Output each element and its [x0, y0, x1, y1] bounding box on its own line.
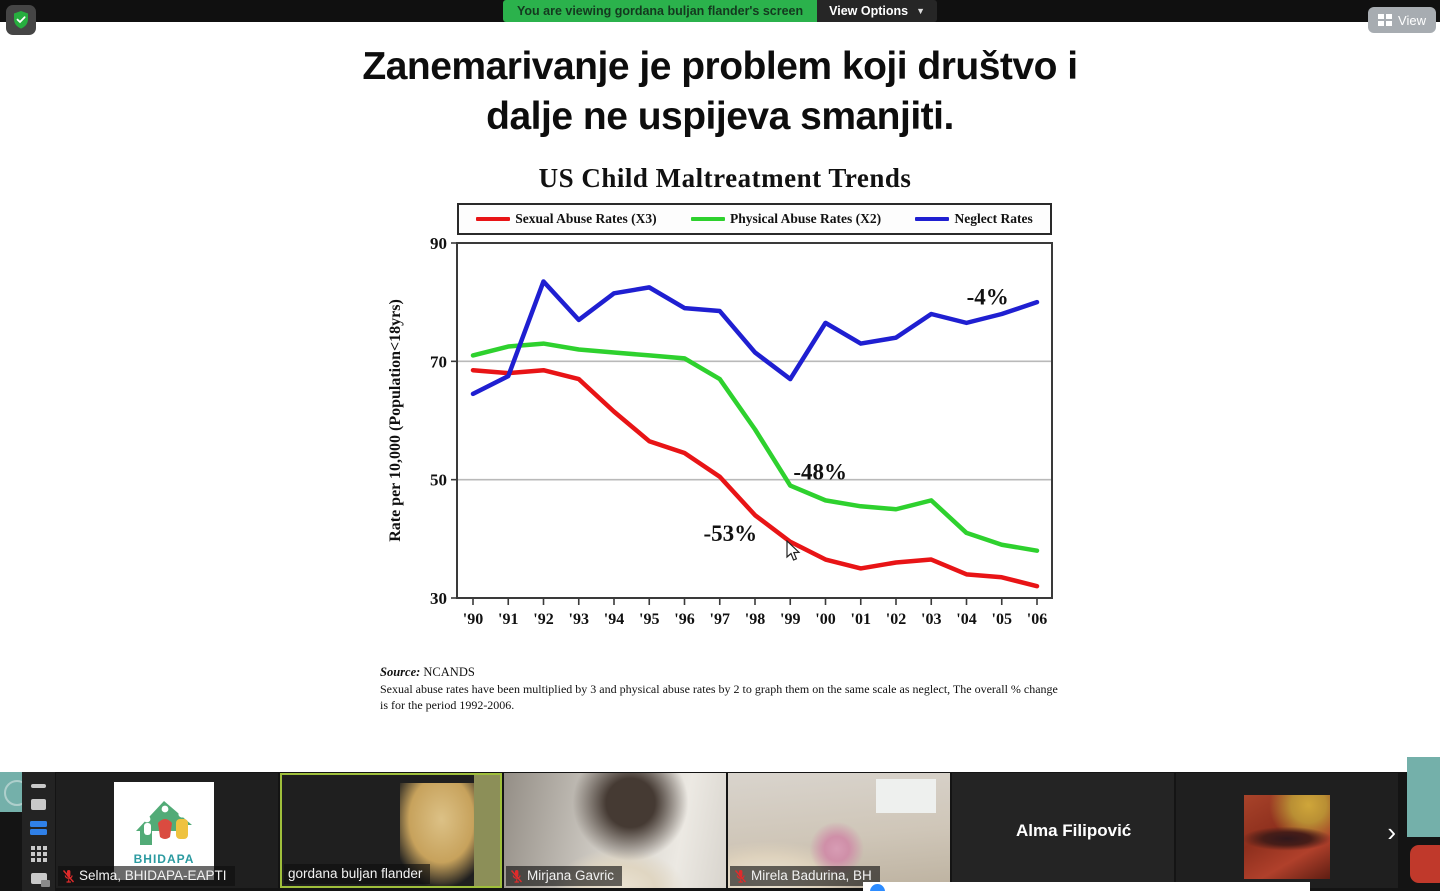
svg-text:Rate per 10,000 (Population<18: Rate per 10,000 (Population<18yrs): [387, 299, 404, 542]
svg-text:30: 30: [430, 589, 447, 608]
mouse-cursor: [786, 539, 802, 567]
chart-footnote: Sexual abuse rates have been multiplied …: [380, 682, 1058, 712]
side-by-side-view-icon[interactable]: [30, 873, 50, 887]
background-taskbar-icon: [1410, 845, 1440, 883]
video-tile-avatar[interactable]: [1176, 773, 1398, 888]
share-banner-wrap: You are viewing gordana buljan flander's…: [0, 0, 1440, 22]
svg-text:90: 90: [430, 235, 447, 253]
source-label: Source:: [380, 665, 421, 679]
svg-text:'93: '93: [569, 611, 589, 628]
svg-text:'98: '98: [745, 611, 765, 628]
svg-text:'04: '04: [956, 611, 976, 628]
muted-mic-icon: [62, 869, 75, 883]
video-filmstrip: BHIDAPA Selma, BHIDAPA-EAPTI gordana bul…: [0, 772, 1440, 891]
source-value: NCANDS: [423, 665, 475, 679]
video-tile-gordana[interactable]: gordana buljan flander: [280, 773, 502, 888]
grid-view-icon: [1378, 14, 1393, 26]
legend-line-swatch: [915, 217, 950, 221]
minimize-strip-icon[interactable]: [31, 784, 46, 788]
chart-figure: US Child Maltreatment Trends Sexual Abus…: [380, 163, 1070, 713]
participant-name: gordana buljan flander: [288, 866, 423, 881]
participant-name-tag: Mirela Badurina, BH: [730, 866, 880, 886]
legend-item: Neglect Rates: [915, 211, 1033, 227]
muted-mic-icon: [734, 869, 747, 883]
participant-name-tag: gordana buljan flander: [284, 864, 431, 884]
svg-text:'91: '91: [498, 611, 518, 628]
video-tile-mirela[interactable]: Mirela Badurina, BH: [728, 773, 950, 888]
speaker-view-icon[interactable]: [31, 799, 46, 810]
participant-name: Mirela Badurina, BH: [751, 868, 872, 883]
chart-source-block: Source: NCANDS Sexual abuse rates have b…: [380, 664, 1058, 713]
svg-text:'97: '97: [710, 611, 730, 628]
legend-item: Physical Abuse Rates (X2): [690, 211, 882, 227]
svg-text:'06: '06: [1027, 611, 1047, 628]
filmstrip-view-icon[interactable]: [30, 821, 47, 835]
bhidapa-logo: BHIDAPA: [114, 782, 214, 880]
participant-name: Selma, BHIDAPA-EAPTI: [79, 868, 227, 883]
background-desktop-corner: [0, 772, 30, 812]
video-thumbnail: [474, 775, 500, 886]
legend-line-swatch: [690, 217, 725, 221]
participant-name-tag: Selma, BHIDAPA-EAPTI: [58, 866, 235, 886]
security-shield-button[interactable]: [6, 5, 36, 35]
bhidapa-logo-icon: [136, 800, 192, 845]
svg-text:'95: '95: [639, 611, 659, 628]
video-tile-mirjana[interactable]: Mirjana Gavric: [504, 773, 726, 888]
slide-title: Zanemarivanje je problem koji društvo i …: [0, 42, 1440, 142]
view-button[interactable]: View: [1368, 7, 1436, 33]
participant-name: Mirjana Gavric: [527, 868, 615, 883]
view-options-label: View Options: [829, 4, 909, 18]
chevron-down-icon: ▼: [916, 6, 926, 16]
svg-text:'05: '05: [992, 611, 1012, 628]
legend-line-swatch: [476, 217, 511, 221]
svg-text:50: 50: [430, 471, 447, 490]
muted-mic-icon: [510, 869, 523, 883]
video-tile-alma[interactable]: Alma Filipović: [952, 773, 1174, 888]
participant-name: Alma Filipović: [1016, 820, 1132, 840]
view-options-button[interactable]: View Options ▼: [817, 0, 938, 22]
video-thumbnail: [876, 779, 936, 813]
video-tile-selma[interactable]: BHIDAPA Selma, BHIDAPA-EAPTI: [56, 773, 278, 888]
svg-text:-4%: -4%: [967, 284, 1009, 309]
screen-share-banner: You are viewing gordana buljan flander's…: [502, 0, 818, 22]
legend-item: Sexual Abuse Rates (X3): [476, 211, 657, 227]
svg-text:'96: '96: [674, 611, 694, 628]
background-window-icon: [870, 884, 885, 891]
background-desktop-corner: [1407, 757, 1440, 837]
screen-share-banner-text: You are viewing gordana buljan flander's…: [516, 4, 804, 18]
avatar: [1244, 795, 1330, 879]
svg-text:'92: '92: [533, 611, 553, 628]
svg-text:70: 70: [430, 352, 447, 371]
chart-plot: '90 '91 '92 '93 '94 '95 '96 '97 '98 '99 '00 '01 '02 '…: [387, 234, 1053, 628]
svg-text:'94: '94: [604, 611, 624, 628]
shield-check-icon: [14, 11, 28, 29]
svg-text:-48%: -48%: [793, 460, 847, 485]
slide-title-line1: Zanemarivanje je problem koji društvo i: [362, 45, 1078, 88]
background-window-edge: [863, 882, 1310, 891]
next-participants-button[interactable]: ›: [1387, 817, 1396, 847]
svg-text:'99: '99: [780, 611, 800, 628]
participant-name-tag: Mirjana Gavric: [506, 866, 623, 886]
svg-text:-53%: -53%: [703, 521, 757, 546]
legend-label: Neglect Rates: [954, 211, 1033, 226]
view-button-label: View: [1398, 12, 1426, 28]
bhidapa-logo-text: BHIDAPA: [133, 851, 195, 866]
svg-text:'01: '01: [851, 611, 871, 628]
gallery-view-icon[interactable]: [30, 846, 47, 862]
svg-text:'00: '00: [815, 611, 835, 628]
chart-title: US Child Maltreatment Trends: [538, 163, 912, 193]
slide-title-line2: dalje ne uspijeva smanjiti.: [486, 95, 954, 138]
legend-label: Sexual Abuse Rates (X3): [515, 211, 657, 226]
filmstrip-layout-controls: [22, 772, 55, 891]
svg-text:'02: '02: [886, 611, 906, 628]
svg-text:'90: '90: [463, 611, 483, 628]
svg-text:'03: '03: [921, 611, 941, 628]
chart-legend: Sexual Abuse Rates (X3) Physical Abuse Ra…: [457, 203, 1052, 235]
legend-label: Physical Abuse Rates (X2): [729, 211, 882, 226]
